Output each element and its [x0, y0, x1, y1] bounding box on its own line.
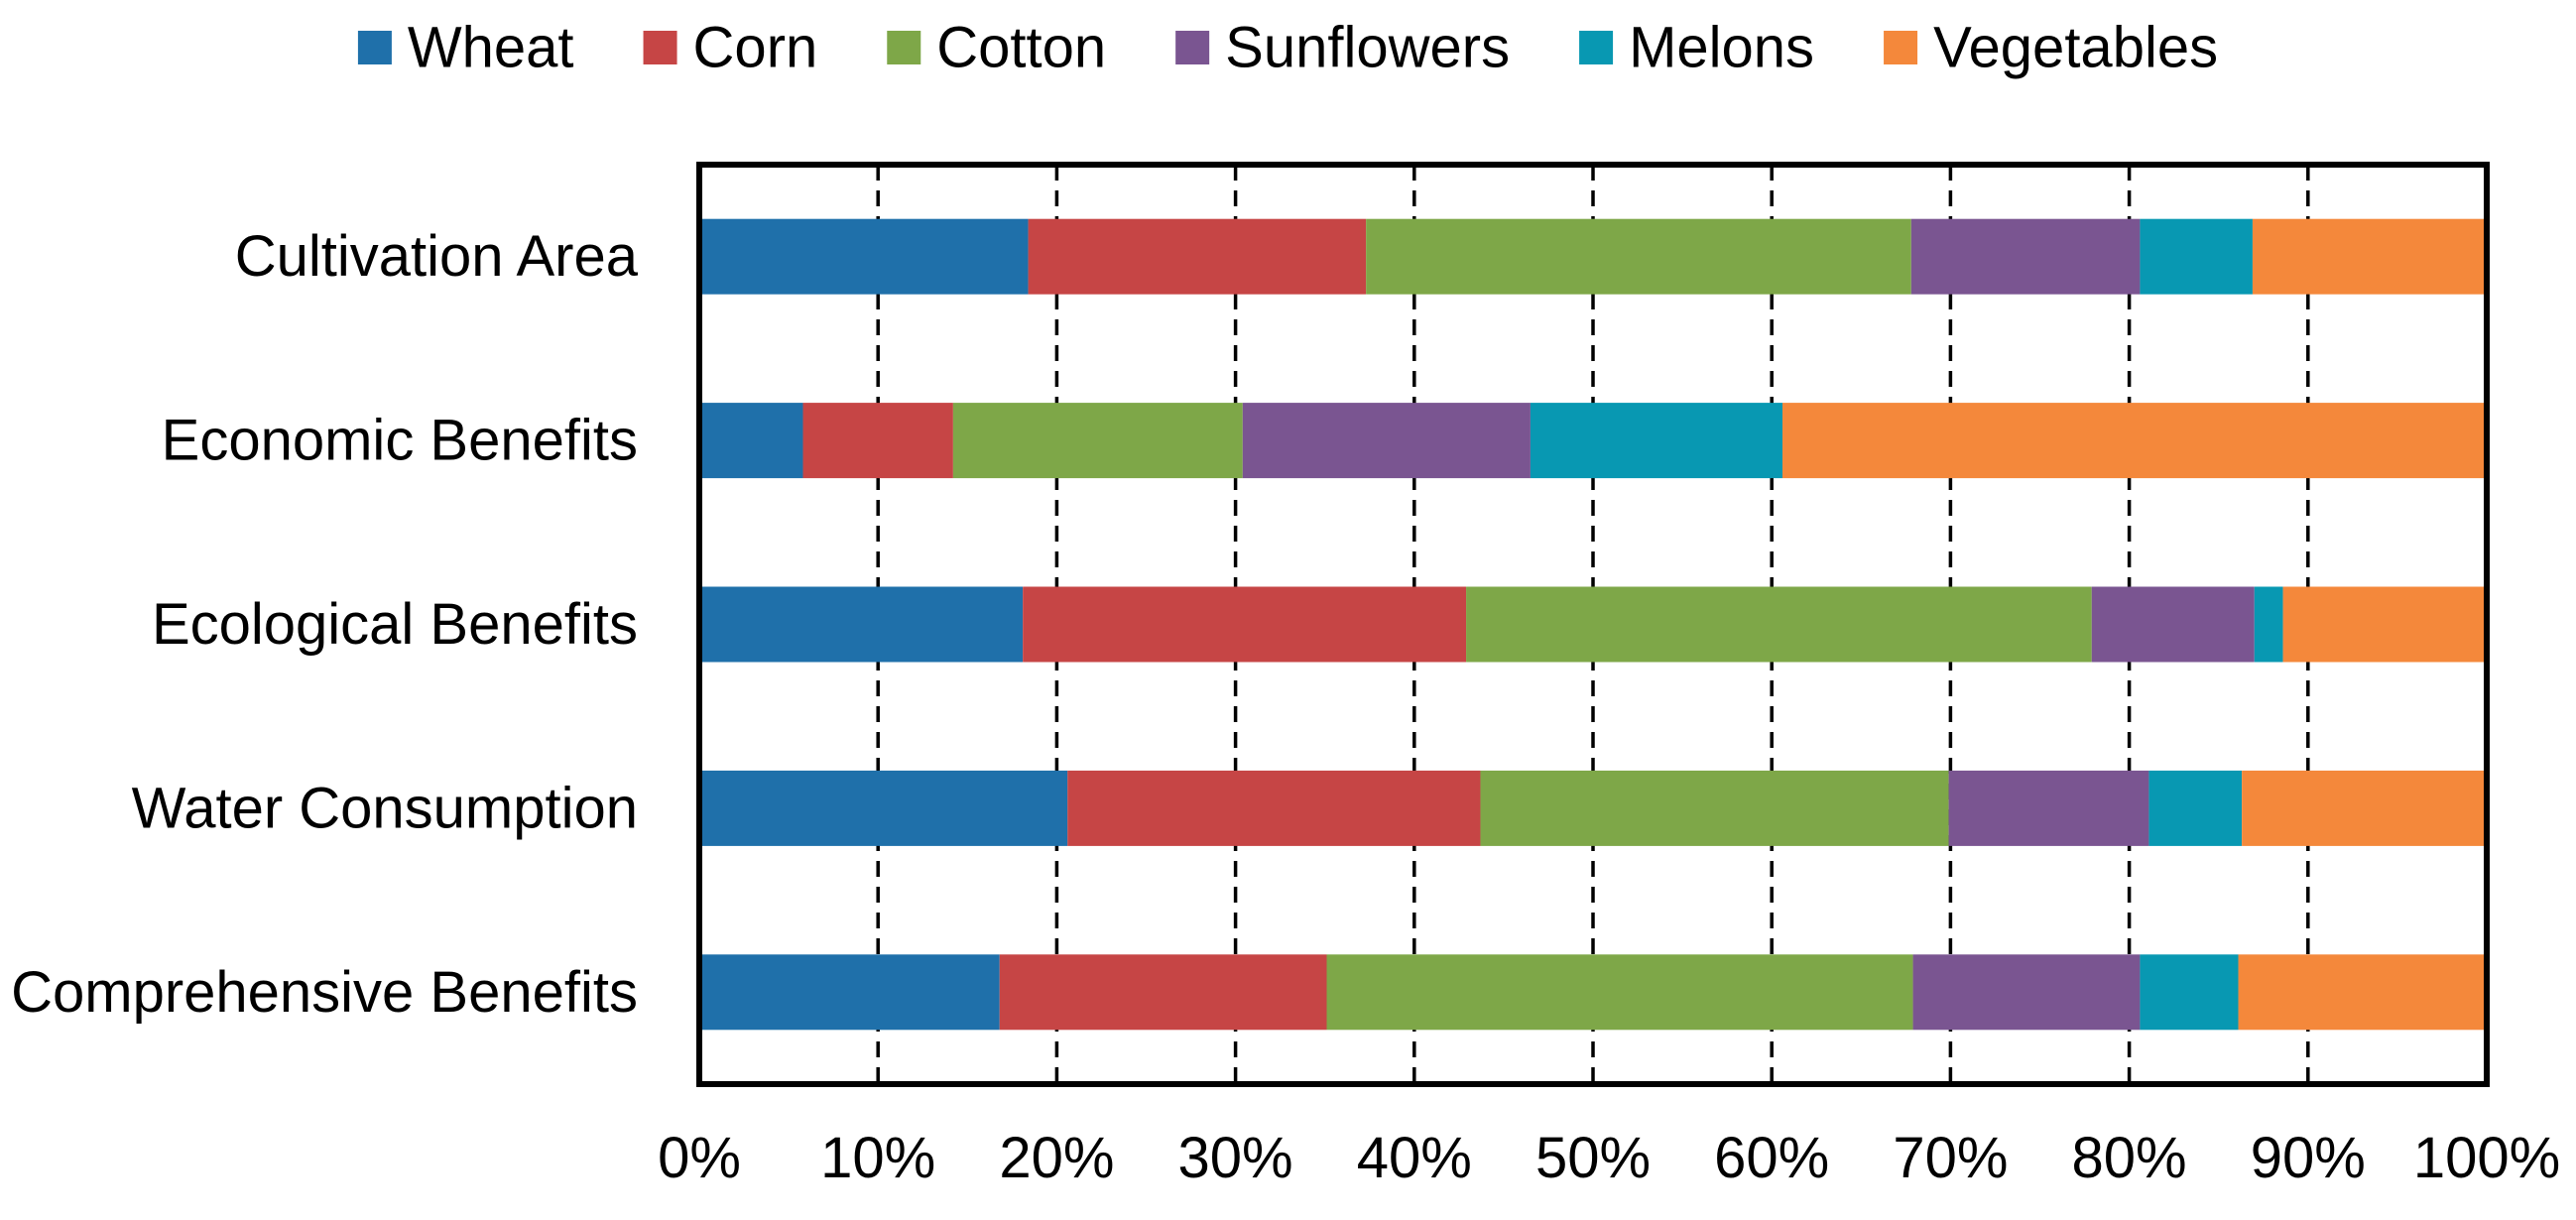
legend-label-cotton: Cotton [936, 16, 1106, 80]
legend-label-corn: Corn [693, 16, 818, 80]
tick-label-0: 0% [658, 1126, 741, 1190]
bar-comprehensive-benefits-vegetables [2238, 954, 2487, 1031]
tick-label-90: 90% [2251, 1126, 2366, 1190]
bar-ecological-benefits-sunflowers [2091, 586, 2255, 663]
legend-label-sunflowers: Sunflowers [1225, 16, 1510, 80]
tick-label-10: 10% [820, 1126, 935, 1190]
category-label-cultivation-area: Cultivation Area [235, 224, 639, 289]
bar-ecological-benefits-melons [2254, 586, 2283, 663]
category-label-ecological-benefits: Ecological Benefits [152, 592, 638, 657]
bar-cultivation-area-melons [2140, 218, 2253, 295]
legend-swatch-vegetables [1884, 31, 1918, 64]
tick-label-20: 20% [999, 1126, 1114, 1190]
plot-area-frame [696, 162, 2490, 1087]
bar-economic-benefits-corn [802, 403, 953, 479]
bar-economic-benefits-wheat [699, 403, 803, 479]
tick-label-30: 30% [1178, 1126, 1293, 1190]
legend-swatch-wheat [357, 31, 392, 64]
bar-water-consumption-sunflowers [1948, 770, 2149, 846]
category-label-economic-benefits: Economic Benefits [162, 409, 638, 473]
tick-label-60: 60% [1714, 1126, 1829, 1190]
legend-swatch-cotton [887, 31, 921, 64]
bar-cultivation-area-vegetables [2252, 218, 2487, 295]
category-label-comprehensive-benefits: Comprehensive Benefits [11, 960, 638, 1025]
bar-comprehensive-benefits-cotton [1326, 954, 1913, 1031]
legend-swatch-corn [643, 31, 677, 64]
bar-cultivation-area-sunflowers [1910, 218, 2141, 295]
bar-water-consumption-corn [1067, 770, 1481, 846]
legend-swatch-sunflowers [1175, 31, 1210, 64]
bar-water-consumption-cotton [1480, 770, 1949, 846]
legend: Wheat Corn Cotton Sunflowers Melons Vegetable… [357, 16, 2218, 80]
legend-label-wheat: Wheat [408, 16, 574, 80]
bar-comprehensive-benefits-melons [2140, 954, 2239, 1031]
bar-economic-benefits-vegetables [1782, 403, 2487, 479]
legend-label-vegetables: Vegetables [1933, 16, 2218, 80]
tick-label-100: 100% [2413, 1126, 2560, 1190]
bar-water-consumption-vegetables [2242, 770, 2487, 846]
tick-label-50: 50% [1535, 1126, 1651, 1190]
bar-comprehensive-benefits-sunflowers [1912, 954, 2141, 1031]
bars [699, 218, 2487, 1031]
legend-label-melons: Melons [1629, 16, 1814, 80]
bar-economic-benefits-sunflowers [1242, 403, 1531, 479]
tick-label-40: 40% [1357, 1126, 1472, 1190]
value-axis: 0% 10% 20% 30% 40% 50% 60% 70% 80% 90% 100% [658, 1126, 2560, 1190]
tick-label-80: 80% [2072, 1126, 2187, 1190]
bar-ecological-benefits-vegetables [2282, 586, 2487, 663]
bar-ecological-benefits-wheat [699, 586, 1024, 663]
bar-cultivation-area-corn [1028, 218, 1367, 295]
bar-comprehensive-benefits-corn [999, 954, 1327, 1031]
legend-swatch-melons [1579, 31, 1614, 64]
bar-comprehensive-benefits-wheat [699, 954, 1000, 1031]
tick-label-70: 70% [1893, 1126, 2008, 1190]
bar-ecological-benefits-corn [1023, 586, 1467, 663]
bar-cultivation-area-cotton [1366, 218, 1911, 295]
bar-economic-benefits-cotton [952, 403, 1243, 479]
bar-economic-benefits-melons [1530, 403, 1783, 479]
category-axis: Cultivation Area Economic Benefits Ecologi… [11, 224, 639, 1025]
bar-ecological-benefits-cotton [1466, 586, 2092, 663]
bar-cultivation-area-wheat [699, 218, 1029, 295]
category-label-water-consumption: Water Consumption [132, 776, 638, 840]
bar-water-consumption-wheat [699, 770, 1068, 846]
bar-water-consumption-melons [2148, 770, 2243, 846]
